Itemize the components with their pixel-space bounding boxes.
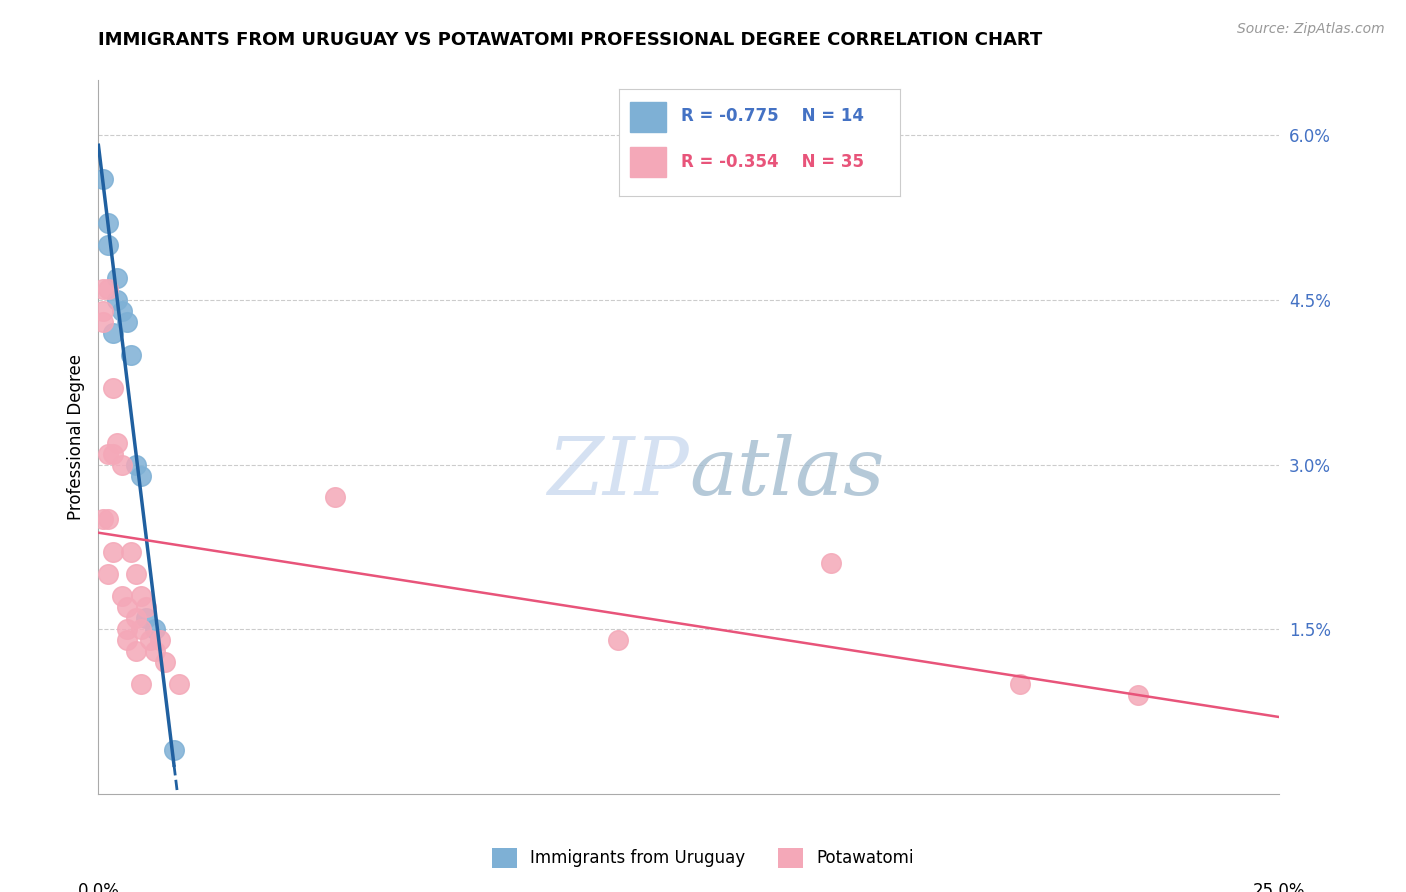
Point [163, 743, 186, 757]
Text: R = -0.354    N = 35: R = -0.354 N = 35 [681, 153, 863, 171]
Point [125, 567, 148, 582]
Point [129, 677, 152, 691]
Point [129, 622, 152, 636]
Point [97, 446, 120, 460]
Point [129, 468, 152, 483]
Text: R = -0.775    N = 14: R = -0.775 N = 14 [681, 108, 863, 126]
Point [125, 611, 148, 625]
Point [91, 282, 114, 296]
Text: 25.0%: 25.0% [1253, 881, 1306, 892]
Point [153, 655, 176, 669]
Legend: Immigrants from Uruguay, Potawatomi: Immigrants from Uruguay, Potawatomi [485, 841, 921, 875]
Bar [630, 102, 666, 132]
Bar [630, 147, 666, 177]
Point [101, 545, 124, 559]
Point [121, 545, 143, 559]
Point [323, 491, 346, 505]
Point [1008, 677, 1031, 691]
Point [105, 435, 128, 450]
Text: IMMIGRANTS FROM URUGUAY VS POTAWATOMI PROFESSIONAL DEGREE CORRELATION CHART: IMMIGRANTS FROM URUGUAY VS POTAWATOMI PR… [98, 31, 1043, 49]
Text: ZIP: ZIP [547, 434, 689, 511]
Point [97, 216, 120, 230]
Point [91, 512, 114, 526]
Point [115, 633, 138, 648]
Point [91, 172, 114, 186]
Text: 0.0%: 0.0% [77, 881, 120, 892]
Point [105, 293, 128, 307]
Point [143, 622, 166, 636]
Point [1126, 688, 1149, 702]
Point [97, 282, 120, 296]
Point [91, 303, 114, 318]
Point [115, 315, 138, 329]
Point [820, 557, 842, 571]
Y-axis label: Professional Degree: Professional Degree [66, 354, 84, 520]
Point [101, 326, 124, 340]
Text: atlas: atlas [689, 434, 884, 511]
Point [139, 633, 162, 648]
Point [111, 458, 134, 472]
Point [149, 633, 172, 648]
Point [101, 446, 124, 460]
Point [607, 633, 630, 648]
Point [135, 600, 157, 615]
Point [111, 303, 134, 318]
Text: Source: ZipAtlas.com: Source: ZipAtlas.com [1237, 22, 1385, 37]
Point [121, 348, 143, 362]
Point [97, 238, 120, 252]
Point [167, 677, 190, 691]
Point [105, 271, 128, 285]
Point [125, 644, 148, 658]
Point [115, 600, 138, 615]
Point [97, 567, 120, 582]
Point [115, 622, 138, 636]
Point [97, 512, 120, 526]
Point [101, 381, 124, 395]
Point [111, 589, 134, 603]
Point [143, 644, 166, 658]
Point [135, 611, 157, 625]
Point [125, 458, 148, 472]
Point [91, 315, 114, 329]
Point [129, 589, 152, 603]
